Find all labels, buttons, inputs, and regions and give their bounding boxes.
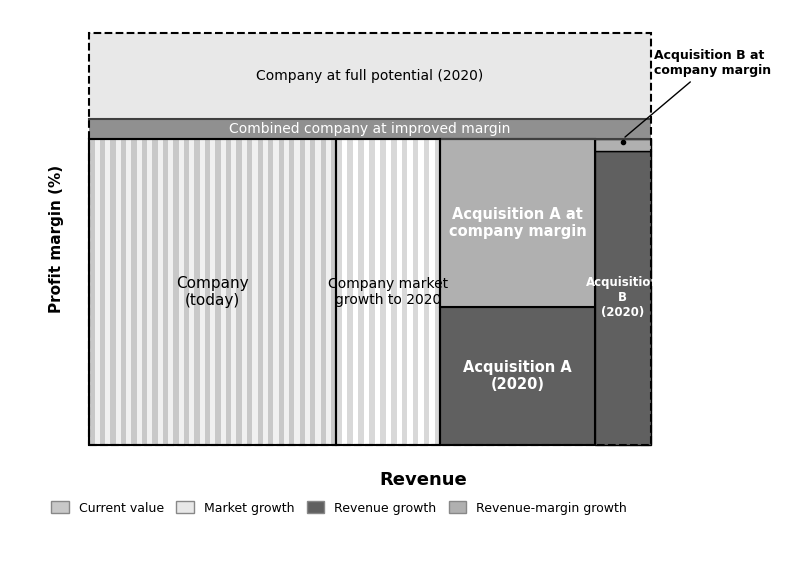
Bar xyxy=(258,139,262,445)
Bar xyxy=(402,139,407,445)
Bar xyxy=(310,139,315,445)
Bar xyxy=(90,139,336,445)
Text: Combined company at improved margin: Combined company at improved margin xyxy=(230,122,510,136)
Bar xyxy=(391,139,397,445)
Bar xyxy=(336,139,342,445)
Bar xyxy=(336,139,440,445)
Bar xyxy=(440,139,594,307)
Text: Acquisition B at
company margin: Acquisition B at company margin xyxy=(625,49,771,137)
Bar xyxy=(205,139,210,445)
Bar xyxy=(247,139,252,445)
Bar xyxy=(380,139,386,445)
Bar xyxy=(237,139,242,445)
Text: Acquisition A at
company margin: Acquisition A at company margin xyxy=(449,207,586,239)
Bar xyxy=(163,139,168,445)
Bar xyxy=(268,139,274,445)
Bar xyxy=(370,139,374,445)
Bar xyxy=(215,139,221,445)
Bar xyxy=(142,139,147,445)
X-axis label: Revenue: Revenue xyxy=(379,471,467,489)
Bar xyxy=(278,139,284,445)
Bar xyxy=(90,139,336,445)
Text: Company at full potential (2020): Company at full potential (2020) xyxy=(257,69,484,83)
Text: Acquisition A
(2020): Acquisition A (2020) xyxy=(463,359,572,392)
Bar xyxy=(110,139,115,445)
Bar xyxy=(594,151,651,445)
Bar xyxy=(435,139,440,445)
Bar xyxy=(121,139,126,445)
Bar xyxy=(336,139,440,445)
Bar xyxy=(152,139,158,445)
Bar xyxy=(174,139,178,445)
Bar xyxy=(131,139,137,445)
Bar xyxy=(289,139,294,445)
Bar xyxy=(226,139,231,445)
Y-axis label: Profit margin (%): Profit margin (%) xyxy=(49,165,64,313)
Legend: Current value, Market growth, Revenue growth, Revenue-margin growth: Current value, Market growth, Revenue gr… xyxy=(46,496,632,519)
Bar xyxy=(331,139,336,445)
Bar xyxy=(90,33,651,119)
Bar xyxy=(358,139,364,445)
Bar xyxy=(413,139,418,445)
Bar xyxy=(90,139,94,445)
Bar xyxy=(194,139,200,445)
Bar xyxy=(424,139,430,445)
Bar xyxy=(347,139,353,445)
Bar xyxy=(440,307,594,445)
Bar xyxy=(321,139,326,445)
Bar xyxy=(184,139,189,445)
Text: Acquisition
B
(2020): Acquisition B (2020) xyxy=(586,277,660,319)
Bar xyxy=(594,139,651,151)
Bar xyxy=(299,139,305,445)
Bar xyxy=(90,119,651,139)
Bar xyxy=(90,33,651,445)
Text: Company market
growth to 2020: Company market growth to 2020 xyxy=(328,277,449,307)
Text: Company
(today): Company (today) xyxy=(177,276,249,308)
Bar xyxy=(100,139,105,445)
